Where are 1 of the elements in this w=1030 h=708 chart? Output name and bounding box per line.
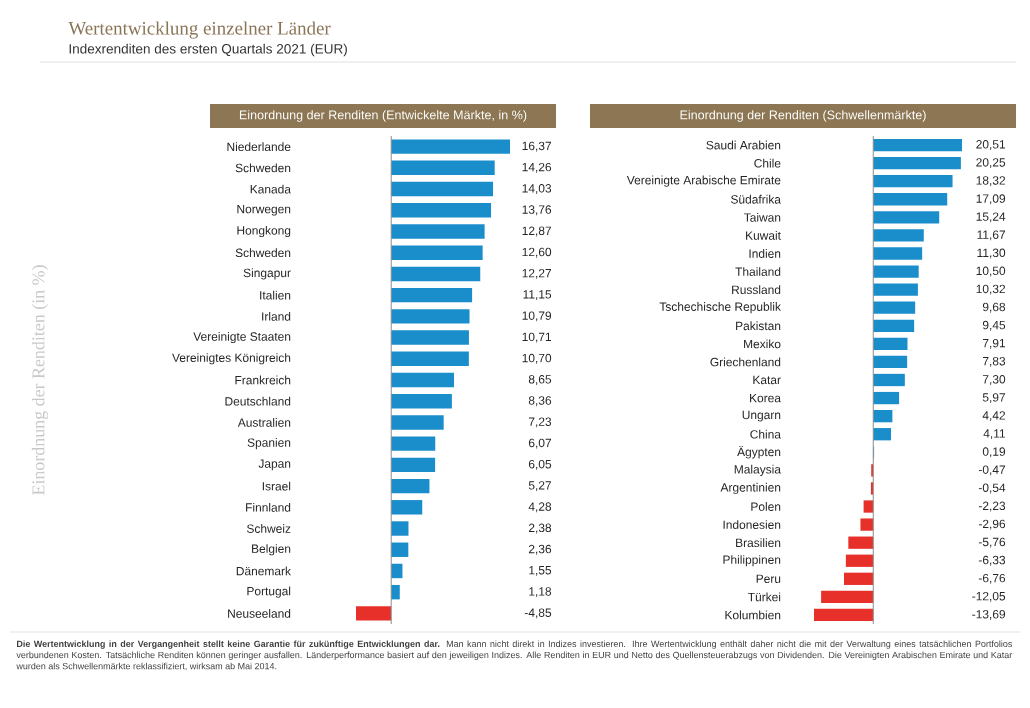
text: Wertentwicklung einzelner Länder [68, 21, 331, 39]
